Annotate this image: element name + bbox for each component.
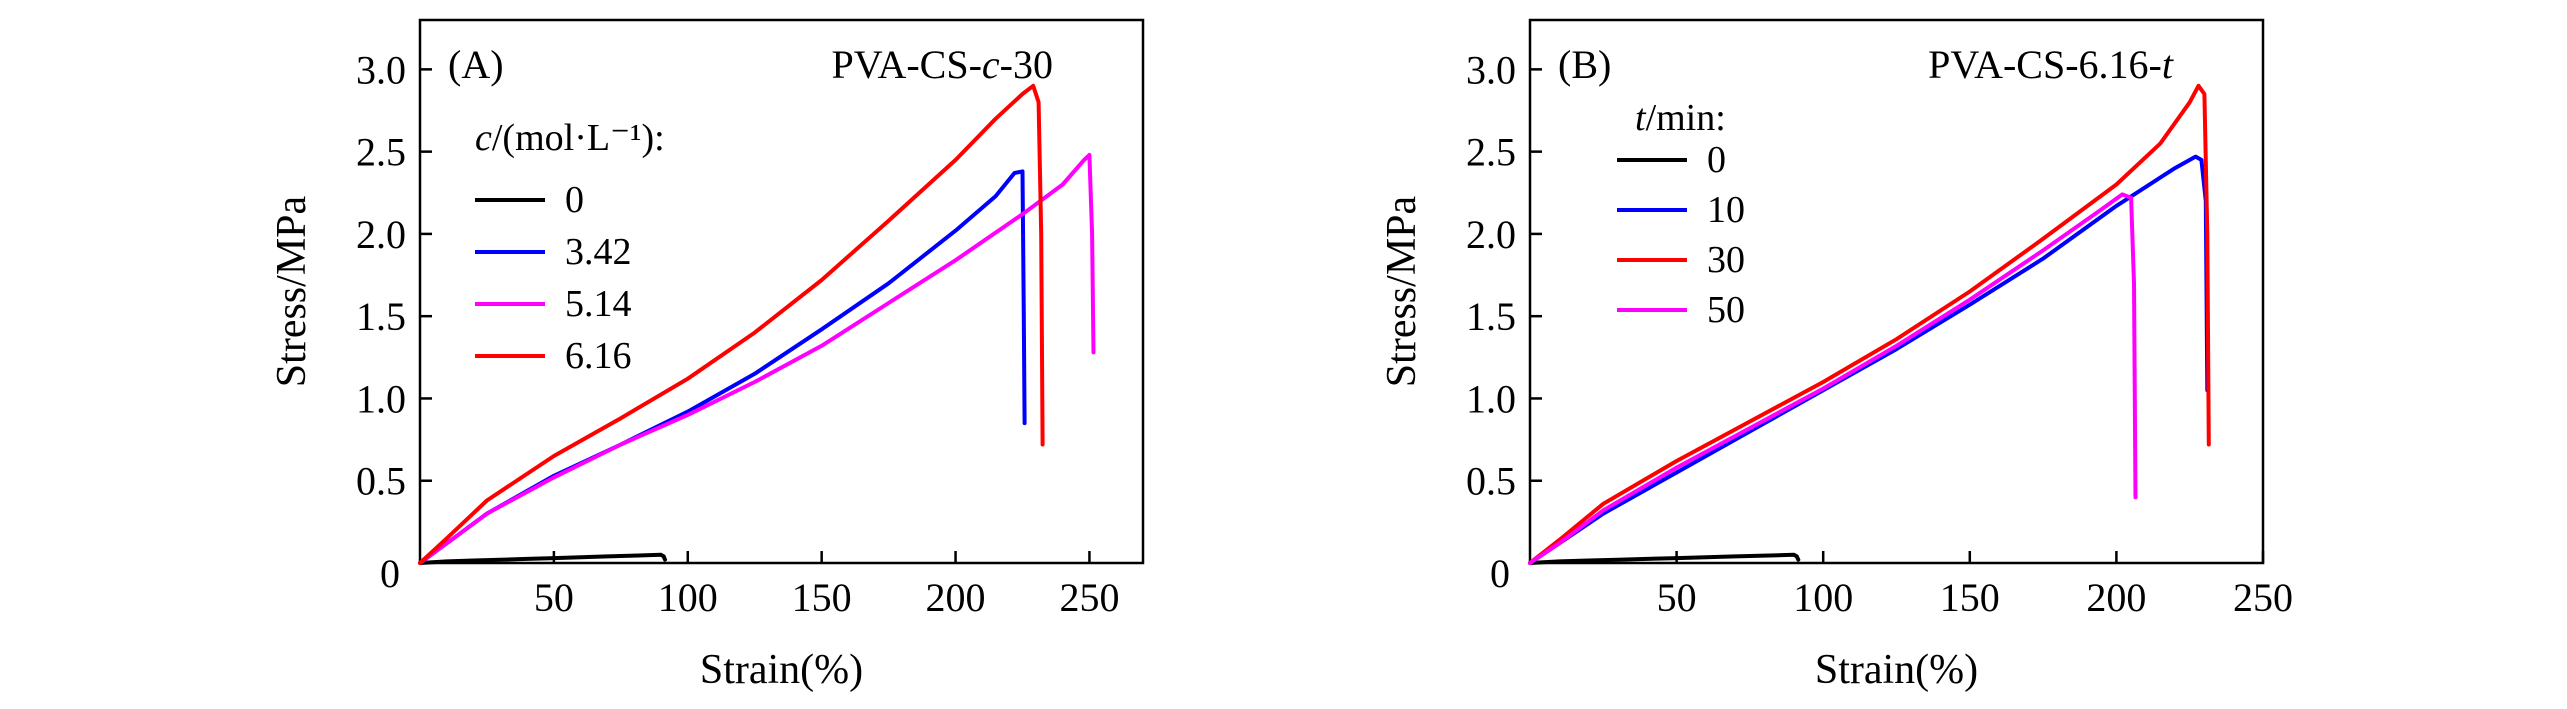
legend-entry: 5.14 [565, 283, 632, 325]
y-tick-label: 3.0 [356, 47, 406, 92]
series-line-5-14 [418, 152, 1096, 565]
origin-label: 0 [380, 551, 400, 596]
series-line-0 [1528, 552, 1801, 565]
x-tick-label: 100 [1793, 575, 1853, 620]
x-axis-label: Strain(%) [1815, 647, 1978, 693]
series-line-50 [1528, 192, 2138, 565]
y-tick-label: 3.0 [1466, 47, 1516, 92]
x-tick-label: 150 [792, 575, 852, 620]
x-tick-label: 50 [1657, 575, 1697, 620]
y-tick-label: 2.0 [1466, 212, 1516, 257]
series-line-30 [1528, 83, 2211, 565]
legend-entry: 6.16 [565, 335, 632, 377]
x-tick-label: 50 [534, 575, 574, 620]
series-line-6-16 [418, 83, 1045, 565]
x-tick-label: 100 [658, 575, 718, 620]
y-tick-label: 2.5 [1466, 130, 1516, 175]
y-tick-label: 1.5 [356, 294, 406, 339]
legend-title: t/min: [1635, 97, 1726, 139]
y-tick-label: 0.5 [356, 459, 406, 504]
legend-entry: 3.42 [565, 231, 632, 273]
y-tick-label: 0.5 [1466, 459, 1516, 504]
origin-label: 0 [1490, 551, 1510, 596]
plot-frame [418, 18, 1145, 565]
chart-title: PVA-CS-c-30 [831, 42, 1053, 87]
x-axis-label: Strain(%) [700, 647, 863, 693]
legend-title: c/(mol·L⁻¹): [475, 117, 665, 159]
chart-b: 50 100 150 200 2500.51.01.52.02.53.00Strain(… [1379, 18, 2293, 693]
x-tick-label: 250 [2233, 575, 2293, 620]
legend-entry: 30 [1707, 239, 1745, 281]
x-tick-label: 150 [1940, 575, 2000, 620]
chart-a: 50 100 150 200 250 0.5 1.0 1.5 2.0 2.5 3.0 0 Strain(… [269, 18, 1145, 693]
y-tick-label: 2.5 [356, 130, 406, 175]
plot-frame [1528, 18, 2265, 565]
series-line-3-42 [418, 169, 1027, 565]
legend-entry: 0 [1707, 139, 1726, 181]
y-tick-label: 1.0 [356, 376, 406, 421]
y-axis-label: Stress/MPa [269, 195, 315, 387]
x-tick-label: 200 [2086, 575, 2146, 620]
x-tick-label: 200 [926, 575, 986, 620]
series-line-10 [1528, 154, 2210, 565]
series-line-0 [418, 552, 667, 565]
chart-title: PVA-CS-6.16-t [1928, 42, 2174, 87]
panel-label: (B) [1558, 42, 1611, 87]
legend-entry: 50 [1707, 289, 1745, 331]
y-axis-label: Stress/MPa [1379, 195, 1425, 387]
legend-entry: 0 [565, 179, 584, 221]
y-tick-label: 1.5 [1466, 294, 1516, 339]
legend-entry: 10 [1707, 189, 1745, 231]
y-tick-label: 2.0 [356, 212, 406, 257]
x-tick-label: 250 [1059, 575, 1119, 620]
panel-label: (A) [448, 42, 504, 87]
y-tick-label: 1.0 [1466, 376, 1516, 421]
